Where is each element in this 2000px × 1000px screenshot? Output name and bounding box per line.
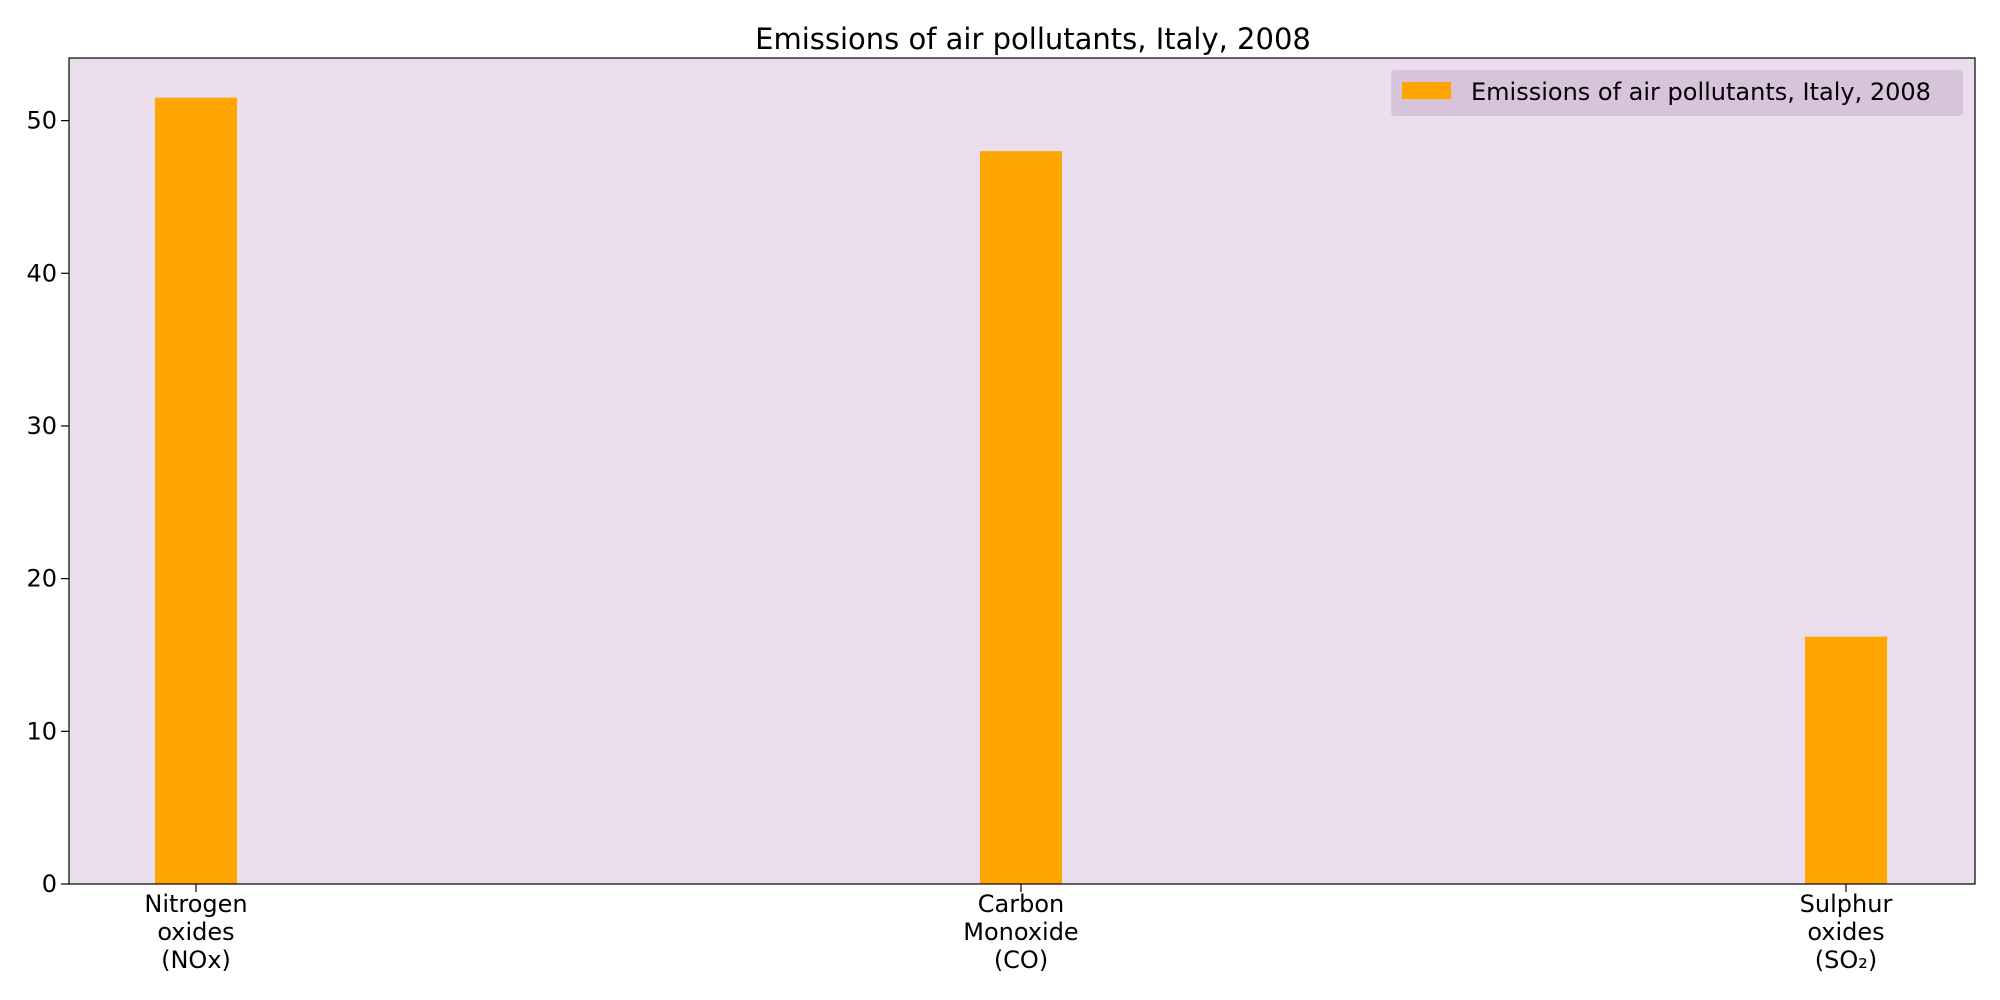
- bar-1: [980, 151, 1062, 884]
- x-tick-label-line: oxides: [157, 918, 234, 946]
- x-tick-label-line: Carbon: [978, 890, 1064, 918]
- legend-box: [1391, 70, 1963, 116]
- y-tick-label-4: 40: [26, 259, 57, 287]
- x-tick-label-line: Monoxide: [963, 918, 1078, 946]
- x-tick-label-line: Nitrogen: [144, 890, 247, 918]
- legend-swatch: [1402, 82, 1451, 99]
- bars-layer: [155, 97, 1887, 885]
- legend: Emissions of air pollutants, Italy, 2008: [1391, 70, 1963, 116]
- y-tick-label-0: 0: [42, 870, 57, 898]
- x-tick-label-line: oxides: [1807, 918, 1884, 946]
- x-tick-label-line: (CO): [994, 946, 1048, 974]
- x-axis: Nitrogen oxides (NOx)Carbon Monoxide (CO)Sul…: [144, 884, 1892, 974]
- bar-0: [155, 97, 237, 885]
- x-tick-label-line: (SO₂): [1815, 946, 1877, 974]
- x-tick-label-2: Sulphur oxides (SO₂): [1800, 890, 1893, 974]
- x-tick-label-1: Carbon Monoxide (CO): [963, 890, 1078, 974]
- bar-2: [1805, 636, 1887, 884]
- x-tick-label-0: Nitrogen oxides (NOx): [144, 890, 247, 974]
- y-tick-label-3: 30: [26, 412, 57, 440]
- y-tick-label-1: 10: [26, 717, 57, 745]
- y-tick-label-5: 50: [26, 107, 57, 135]
- y-tick-label-2: 20: [26, 565, 57, 593]
- legend-label: Emissions of air pollutants, Italy, 2008: [1471, 78, 1931, 106]
- plot-frame: [68, 57, 1976, 885]
- x-tick-label-line: Sulphur: [1800, 890, 1893, 918]
- y-axis: 0 10 20 30 40 50: [26, 107, 69, 898]
- chart-title: Emissions of air pollutants, Italy, 2008: [755, 22, 1311, 56]
- x-tick-label-line: (NOx): [161, 946, 231, 974]
